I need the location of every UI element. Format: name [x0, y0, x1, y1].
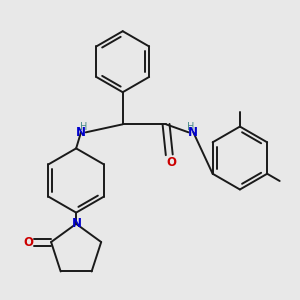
Text: H: H	[188, 122, 195, 132]
Text: O: O	[24, 236, 34, 248]
Text: H: H	[80, 122, 87, 132]
Text: N: N	[76, 126, 86, 139]
Text: O: O	[166, 156, 176, 169]
Text: N: N	[188, 126, 198, 139]
Text: N: N	[71, 218, 82, 230]
